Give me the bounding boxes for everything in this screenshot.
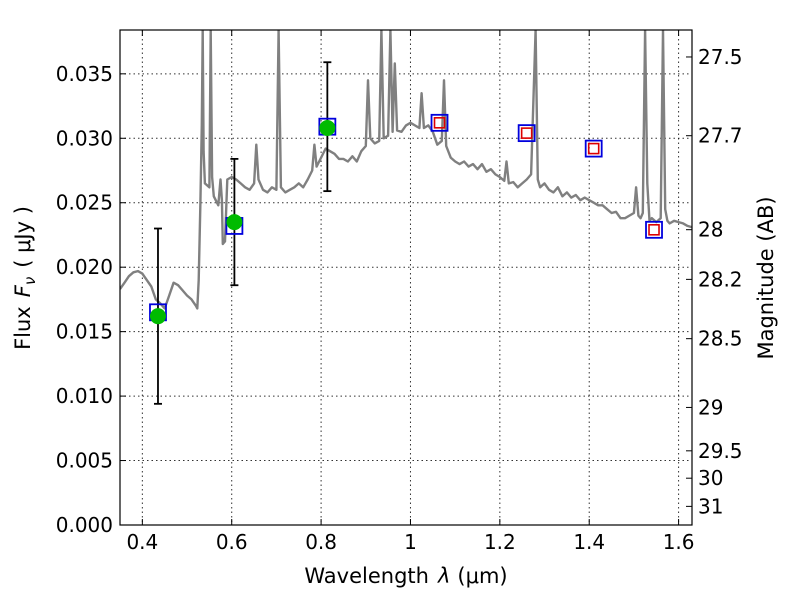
- predicted-photometry-square: [520, 127, 533, 139]
- model-photometry-square: [584, 139, 603, 158]
- plot-layer: [120, 30, 692, 405]
- magnitude-tick-label: 28: [698, 218, 723, 242]
- x-tick-label: 0.4: [126, 530, 158, 554]
- right-y-axis-label: Magnitude (AB): [754, 196, 778, 359]
- observed-flux-point: [319, 119, 336, 136]
- y-tick-label: 0.015: [56, 320, 113, 344]
- predicted-photometry-square: [587, 142, 600, 155]
- model-photometry-square: [517, 124, 536, 143]
- magnitude-tick-label: 31: [698, 494, 723, 518]
- x-tick-label: 0.6: [216, 530, 248, 554]
- observed-flux-point: [226, 214, 243, 231]
- y-tick-label: 0.010: [56, 384, 113, 408]
- y-tick-label: 0.000: [56, 513, 113, 537]
- model-photometry-square: [430, 113, 449, 132]
- x-tick-label: 1.2: [484, 530, 516, 554]
- predicted-photometry-square: [648, 224, 660, 236]
- magnitude-tick-label: 30: [698, 466, 723, 490]
- observed-flux-point: [149, 308, 166, 325]
- tick-layer: 0.4 0.6 0.8 1 1.2 1.4 1.6 0.000 0.005 0.010 0.015 0…: [56, 30, 743, 554]
- magnitude-tick-label: 29: [698, 395, 723, 419]
- magnitude-tick-label: 28.2: [698, 267, 743, 291]
- y-tick-label: 0.030: [56, 126, 113, 150]
- x-tick-label: 0.8: [305, 530, 337, 554]
- x-tick-label: 1.6: [663, 530, 695, 554]
- y-tick-label: 0.020: [56, 255, 113, 279]
- plot-frame: [119, 29, 693, 526]
- model-photometry-square: [645, 220, 663, 239]
- magnitude-tick-label: 28.5: [698, 327, 743, 351]
- model-spectrum-line: [120, 30, 692, 310]
- grid-layer: [120, 30, 692, 526]
- y-tick-label: 0.025: [56, 191, 113, 215]
- x-tick-label: 1.4: [573, 530, 605, 554]
- y-tick-label: 0.005: [56, 449, 113, 473]
- x-axis-label: Wavelength λ (μm): [304, 564, 507, 588]
- magnitude-tick-label: 27.7: [698, 124, 743, 148]
- y-axis-label: FluxFν( μJy ): [11, 206, 39, 350]
- predicted-photometry-square: [433, 117, 446, 129]
- magnitude-tick-label: 27.5: [698, 45, 743, 69]
- magnitude-tick-label: 29.5: [698, 439, 743, 463]
- y-tick-label: 0.035: [56, 62, 113, 86]
- x-tick-label: 1: [404, 530, 417, 554]
